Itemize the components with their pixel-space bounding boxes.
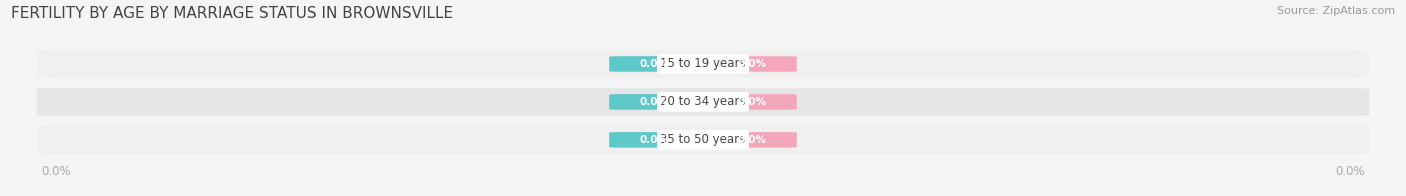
FancyBboxPatch shape [706,56,797,72]
Text: 0.0%: 0.0% [640,135,669,145]
FancyBboxPatch shape [706,132,797,148]
FancyBboxPatch shape [609,56,700,72]
FancyBboxPatch shape [37,50,1369,78]
Text: Source: ZipAtlas.com: Source: ZipAtlas.com [1277,6,1395,16]
FancyBboxPatch shape [706,94,797,110]
FancyBboxPatch shape [609,132,700,148]
Text: 0.0%: 0.0% [737,59,766,69]
FancyBboxPatch shape [37,88,1369,116]
Text: 15 to 19 years: 15 to 19 years [661,57,745,71]
Text: 0.0%: 0.0% [640,97,669,107]
Text: 0.0%: 0.0% [640,59,669,69]
Text: 20 to 34 years: 20 to 34 years [661,95,745,108]
Text: 0.0%: 0.0% [737,97,766,107]
Text: 0.0%: 0.0% [737,135,766,145]
Text: 35 to 50 years: 35 to 50 years [661,133,745,146]
FancyBboxPatch shape [609,94,700,110]
FancyBboxPatch shape [37,126,1369,154]
Text: FERTILITY BY AGE BY MARRIAGE STATUS IN BROWNSVILLE: FERTILITY BY AGE BY MARRIAGE STATUS IN B… [11,6,453,21]
